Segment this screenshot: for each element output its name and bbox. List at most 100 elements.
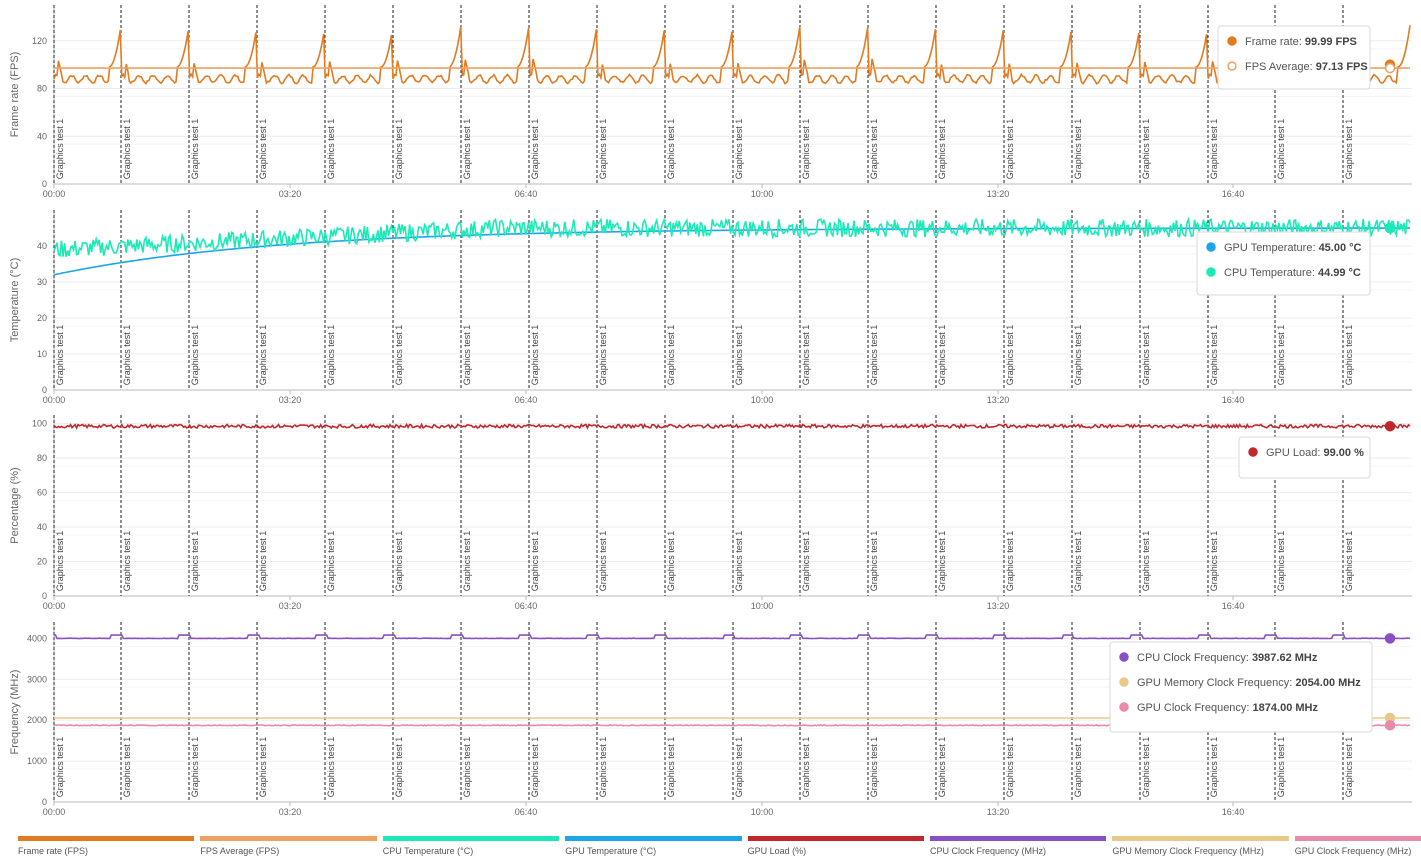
test-marker-label: Graphics test 1	[734, 531, 744, 592]
legend-item[interactable]: GPU Temperature (°C)	[565, 832, 742, 865]
test-marker-label: Graphics test 1	[394, 531, 404, 592]
x-tick-label: 10:00	[751, 601, 774, 611]
test-marker-label: Graphics test 1	[1209, 737, 1219, 798]
tooltip-box	[1217, 25, 1371, 90]
test-marker-label: Graphics test 1	[666, 325, 676, 386]
test-marker-label: Graphics test 1	[122, 325, 132, 386]
test-marker-label: Graphics test 1	[666, 737, 676, 798]
legend-item[interactable]: GPU Memory Clock Frequency (MHz)	[1112, 832, 1289, 865]
hover-point[interactable]	[1384, 62, 1396, 74]
test-marker-label: Graphics test 1	[1141, 531, 1151, 592]
legend-label: GPU Temperature (°C)	[565, 846, 657, 856]
hover-point[interactable]	[1384, 222, 1396, 234]
legend-item[interactable]: Frame rate (FPS)	[18, 832, 195, 865]
hover-point[interactable]	[1384, 720, 1396, 731]
tooltip-dot	[1119, 702, 1129, 712]
hover-point[interactable]	[1384, 420, 1396, 432]
test-marker-label: Graphics test 1	[598, 531, 608, 592]
y-tick-label: 40	[37, 241, 47, 251]
tooltip-box	[1196, 231, 1371, 296]
tooltip-label: CPU Temperature:	[1224, 267, 1318, 279]
x-tick-label: 10:00	[751, 395, 774, 405]
test-marker-label: Graphics test 1	[869, 737, 879, 798]
y-tick-label: 10	[37, 349, 47, 359]
test-marker-label: Graphics test 1	[326, 119, 336, 180]
tooltip-label: Frame rate:	[1245, 36, 1305, 48]
y-tick-label: 30	[37, 277, 47, 287]
tooltip-value: 99.00 %	[1323, 447, 1364, 459]
test-marker-label: Graphics test 1	[1005, 531, 1015, 592]
test-marker-label: Graphics test 1	[530, 737, 540, 798]
legend-item[interactable]: CPU Clock Frequency (MHz)	[930, 832, 1107, 865]
y-tick-label: 2000	[27, 715, 47, 725]
y-tick-label: 100	[32, 419, 47, 429]
tooltip-value: 97.13 FPS	[1316, 61, 1368, 73]
test-marker-label: Graphics test 1	[1141, 325, 1151, 386]
legend-swatch	[200, 836, 377, 841]
test-marker-label: Graphics test 1	[937, 737, 947, 798]
panel-fps: 0 40 80 120 00:00 03:20 06:40 10:00 13:20 16:40 Fr…	[9, 5, 1412, 199]
test-marker-label: Graphics test 1	[190, 531, 200, 592]
test-marker-label: Graphics test 1	[937, 119, 947, 180]
test-marker-label: Graphics test 1	[666, 531, 676, 592]
series-line	[53, 216, 1411, 258]
test-marker-label: Graphics test 1	[1276, 119, 1286, 180]
test-marker-label: Graphics test 1	[801, 119, 811, 180]
test-marker-label: Graphics test 1	[734, 325, 744, 386]
test-marker-label: Graphics test 1	[1073, 737, 1083, 798]
x-tick-label: 16:40	[1222, 189, 1245, 199]
tooltip-dot	[1119, 677, 1129, 687]
test-marker-label: Graphics test 1	[598, 737, 608, 798]
tooltip-label: GPU Clock Frequency:	[1137, 702, 1253, 714]
legend-item[interactable]: GPU Clock Frequency (MHz)	[1294, 832, 1421, 865]
legend-label: GPU Load (%)	[747, 846, 807, 856]
test-marker-label: Graphics test 1	[55, 119, 65, 180]
test-marker-label: Graphics test 1	[869, 531, 879, 592]
legend-swatch	[382, 836, 560, 841]
test-marker-label: Graphics test 1	[258, 737, 268, 798]
x-tick-label: 00:00	[43, 601, 66, 611]
y-tick-label: 120	[32, 36, 47, 46]
y-tick-label: 0	[42, 179, 47, 189]
tooltip-dot	[1206, 267, 1216, 277]
y-tick-label: 4000	[27, 633, 47, 643]
test-marker-label: Graphics test 1	[937, 531, 947, 592]
legend-item[interactable]: GPU Load (%)	[747, 832, 924, 865]
test-marker-label: Graphics test 1	[1141, 737, 1151, 798]
legend-item[interactable]: FPS Average (FPS)	[200, 832, 377, 865]
test-marker-label: Graphics test 1	[462, 119, 472, 180]
test-marker-label: Graphics test 1	[122, 531, 132, 592]
series-line	[53, 422, 1411, 430]
legend-item[interactable]: CPU Temperature (°C)	[382, 832, 560, 865]
legend-swatch	[747, 836, 924, 841]
hover-point[interactable]	[1384, 633, 1396, 644]
test-marker-label: Graphics test 1	[1073, 325, 1083, 386]
test-marker-label: Graphics test 1	[1344, 119, 1354, 180]
test-marker-label: Graphics test 1	[1073, 119, 1083, 180]
test-marker-label: Graphics test 1	[190, 737, 200, 798]
y-axis-label: Temperature (°C)	[9, 258, 21, 342]
tooltip-label: CPU Clock Frequency:	[1137, 652, 1252, 664]
charts-svg: 0 40 80 120 00:00 03:20 06:40 10:00 13:20 16:40 Fr…	[9, 5, 1412, 817]
test-marker-label: Graphics test 1	[1344, 531, 1354, 592]
tooltip-dot	[1206, 242, 1216, 252]
test-marker-label: Graphics test 1	[1005, 737, 1015, 798]
test-marker-label: Graphics test 1	[530, 531, 540, 592]
series-line	[53, 227, 1410, 276]
legend-label: FPS Average (FPS)	[200, 846, 280, 856]
test-marker-label: Graphics test 1	[1276, 531, 1286, 592]
legend-label: Frame rate (FPS)	[18, 846, 89, 856]
tooltip-row: GPU Temperature: 45.00 °C	[1224, 242, 1362, 254]
test-marker-label: Graphics test 1	[462, 737, 472, 798]
x-tick-label: 13:20	[987, 189, 1010, 199]
test-marker-label: Graphics test 1	[258, 119, 268, 180]
x-tick-label: 00:00	[43, 189, 66, 199]
tooltip-value: 2054.00 MHz	[1295, 677, 1361, 689]
x-tick-label: 16:40	[1222, 395, 1245, 405]
x-tick-label: 10:00	[751, 807, 774, 817]
series-line	[54, 634, 1411, 640]
test-marker-label: Graphics test 1	[55, 531, 65, 592]
tooltip-label: GPU Temperature:	[1224, 242, 1319, 254]
test-marker-label: Graphics test 1	[869, 119, 879, 180]
tooltip-value: 1874.00 MHz	[1253, 702, 1319, 714]
